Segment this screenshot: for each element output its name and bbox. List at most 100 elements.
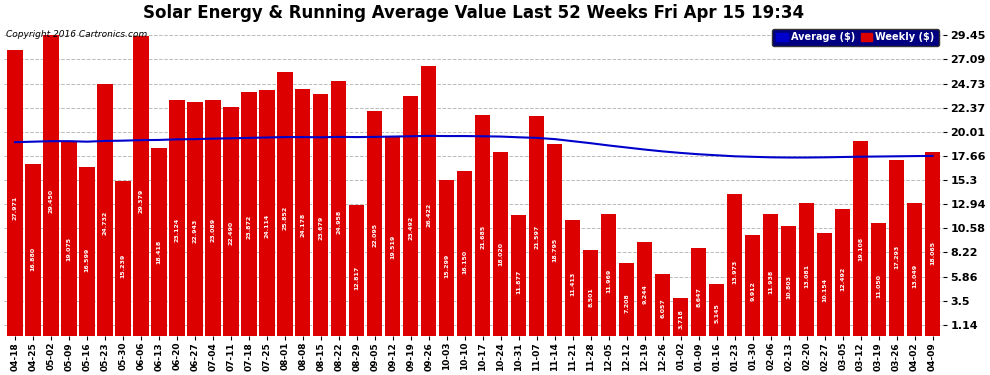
Text: 15.239: 15.239 [121,254,126,278]
Text: 3.718: 3.718 [678,309,683,329]
Bar [547,144,562,336]
Text: 21.597: 21.597 [535,225,540,249]
Text: 11.969: 11.969 [606,269,611,294]
Text: 23.124: 23.124 [174,218,179,242]
Text: 23.679: 23.679 [319,215,324,240]
Bar [349,206,364,336]
Bar [115,181,131,336]
Text: 23.872: 23.872 [247,214,251,239]
Text: 9.912: 9.912 [750,281,755,301]
Bar [223,106,239,336]
Bar [97,84,113,336]
Bar [781,226,796,336]
Bar [799,203,815,336]
Bar [277,72,292,336]
Bar [421,66,437,336]
Text: 24.958: 24.958 [337,210,342,234]
Text: 18.418: 18.418 [156,240,161,264]
Bar [169,100,184,336]
Bar [655,274,670,336]
Bar [26,164,41,336]
Text: 15.299: 15.299 [445,254,449,278]
Bar [745,235,760,336]
Text: 16.880: 16.880 [31,247,36,271]
Bar [187,102,203,336]
Text: 23.492: 23.492 [408,216,413,240]
Text: 29.450: 29.450 [49,189,53,213]
Text: Copyright 2016 Cartronics.com: Copyright 2016 Cartronics.com [6,30,148,39]
Bar [475,115,490,336]
Text: 19.519: 19.519 [390,234,395,259]
Bar [61,141,76,336]
Text: 18.020: 18.020 [498,242,503,266]
Text: 21.685: 21.685 [480,225,485,249]
Text: 7.208: 7.208 [625,293,630,313]
Bar [457,171,472,336]
Text: 11.938: 11.938 [768,269,773,294]
Bar [835,209,850,336]
Bar [673,298,688,336]
Text: 22.095: 22.095 [372,223,377,247]
Bar [925,152,940,336]
Bar [727,194,742,336]
Bar [151,148,166,336]
Legend: Average ($), Weekly ($): Average ($), Weekly ($) [772,28,939,46]
Text: 18.795: 18.795 [552,238,557,262]
Bar [440,180,454,336]
Text: 25.852: 25.852 [282,206,287,230]
Bar [709,284,725,336]
Bar [529,116,545,336]
Bar [565,220,580,336]
Text: 19.108: 19.108 [858,237,863,261]
Text: 12.492: 12.492 [841,267,845,291]
Text: 8.501: 8.501 [588,287,593,307]
Text: 10.154: 10.154 [822,278,827,302]
Bar [907,203,923,336]
Bar [871,224,886,336]
Text: 23.089: 23.089 [211,218,216,242]
Text: 24.114: 24.114 [264,213,269,238]
Text: 11.877: 11.877 [516,270,522,294]
Bar [763,214,778,336]
Bar [367,111,382,336]
Bar [601,214,617,336]
Bar [385,137,401,336]
Text: 22.490: 22.490 [229,221,234,245]
Title: Solar Energy & Running Average Value Last 52 Weeks Fri Apr 15 19:34: Solar Energy & Running Average Value Las… [144,4,804,22]
Bar [259,90,274,336]
Bar [332,81,346,336]
Bar [205,100,221,336]
Bar [295,89,311,336]
Bar [313,94,329,336]
Text: 9.244: 9.244 [643,284,647,304]
Text: 27.971: 27.971 [13,196,18,220]
Bar [853,141,868,336]
Bar [44,35,58,336]
Text: 10.803: 10.803 [786,275,791,299]
Text: 24.732: 24.732 [102,210,108,235]
Text: 13.049: 13.049 [912,264,917,288]
Bar [817,232,833,336]
Text: 19.075: 19.075 [66,237,71,261]
Bar [583,249,598,336]
Text: 26.422: 26.422 [427,203,432,227]
Bar [691,248,706,336]
Text: 16.150: 16.150 [462,250,467,274]
Text: 5.145: 5.145 [714,303,719,322]
Text: 22.943: 22.943 [192,219,197,243]
Text: 29.379: 29.379 [139,189,144,213]
Text: 11.413: 11.413 [570,272,575,296]
Bar [493,152,509,336]
Text: 11.050: 11.050 [876,274,881,298]
Bar [242,92,256,336]
Text: 17.293: 17.293 [894,245,899,269]
Bar [619,263,635,336]
Text: 16.599: 16.599 [84,248,89,272]
Text: 18.065: 18.065 [930,241,936,266]
Text: 13.081: 13.081 [804,264,809,288]
Text: 12.817: 12.817 [354,266,359,290]
Text: 24.178: 24.178 [300,213,305,237]
Bar [79,167,95,336]
Text: 6.057: 6.057 [660,298,665,318]
Bar [637,242,652,336]
